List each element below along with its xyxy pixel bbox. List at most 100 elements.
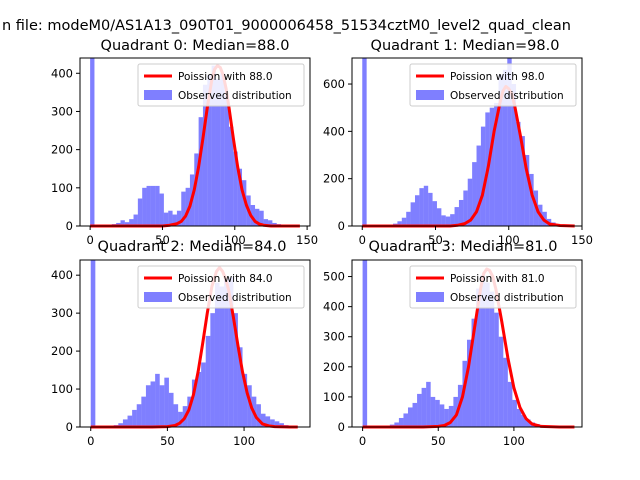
- histogram-bar: [467, 339, 472, 427]
- histogram-bar: [445, 216, 451, 226]
- histogram-bar: [516, 121, 521, 226]
- histogram-bar: [463, 190, 468, 226]
- y-tick-label: 100: [51, 382, 73, 396]
- histogram-bar: [196, 371, 202, 427]
- histogram-bar: [172, 214, 177, 226]
- y-tick-label: 200: [51, 143, 73, 157]
- quadrant-1-title: Quadrant 1: Median=98.0: [371, 38, 560, 54]
- legend-bar-swatch: [416, 90, 444, 100]
- legend-label-poisson: Poission with 88.0: [178, 71, 273, 83]
- x-tick-label: 50: [428, 233, 443, 247]
- histogram-bar: [362, 260, 368, 427]
- histogram-bar: [237, 168, 243, 226]
- histogram-bar: [150, 381, 156, 427]
- histogram-bar: [423, 185, 429, 226]
- histogram-bar: [428, 192, 433, 226]
- histogram-bar: [194, 153, 199, 226]
- histogram-bar: [202, 84, 208, 227]
- histogram-bar: [512, 399, 517, 427]
- x-tick-label: 150: [296, 233, 318, 247]
- axes-frame: [351, 57, 583, 227]
- legend-label-observed: Observed distribution: [450, 292, 564, 304]
- histogram-bar: [127, 415, 133, 427]
- histogram-bar: [444, 408, 449, 427]
- legend-label-observed: Observed distribution: [178, 292, 292, 304]
- histogram-bar: [498, 336, 504, 427]
- histogram-bar: [494, 312, 499, 427]
- axes-frame: [351, 259, 583, 428]
- histogram-bar: [176, 210, 182, 226]
- histogram-bar: [163, 212, 169, 226]
- legend-box: [137, 265, 305, 309]
- axes-frame: [79, 259, 311, 428]
- histogram-bar: [462, 360, 467, 427]
- histogram-bar: [242, 373, 248, 427]
- histogram-bar: [436, 208, 442, 226]
- histogram-bar: [498, 74, 503, 226]
- y-tick-label: 200: [323, 172, 345, 186]
- histogram-bar: [260, 413, 266, 427]
- histogram-bar: [181, 191, 186, 226]
- histogram-bar: [201, 362, 206, 427]
- y-tick-label: 300: [323, 330, 345, 344]
- histogram-bar: [417, 393, 422, 427]
- legend: Poission with 98.0 Observed distribution: [409, 63, 577, 107]
- y-tick-label: 0: [338, 420, 345, 434]
- y-tick-label: 400: [323, 300, 345, 314]
- legend-bar-swatch: [144, 90, 172, 100]
- legend: Poission with 88.0 Observed distribution: [137, 63, 305, 107]
- histogram-bar: [178, 411, 183, 427]
- x-tick-label: 50: [431, 434, 446, 448]
- quadrant-2-title: Quadrant 2: Median=84.0: [98, 239, 287, 255]
- histogram-bar: [133, 214, 138, 226]
- histogram-bar: [205, 335, 211, 427]
- x-tick-label: 150: [571, 233, 593, 247]
- histogram-bar: [272, 222, 277, 226]
- y-tick-label: 200: [323, 360, 345, 374]
- histogram-bar: [136, 404, 142, 427]
- histogram-bar: [263, 219, 269, 226]
- histogram-bar: [159, 385, 165, 427]
- histogram-bar: [187, 396, 192, 427]
- histogram-bar: [215, 79, 221, 226]
- histogram-bar: [137, 198, 143, 226]
- histogram-bar: [118, 423, 123, 427]
- quadrant-1-panel: Quadrant 1: Median=98.0 0 50 100 150 0 200 400…: [323, 38, 593, 247]
- y-tick-label: 400: [323, 124, 345, 138]
- legend: Poission with 84.0 Observed distribution: [137, 265, 305, 309]
- histogram-bar: [255, 208, 260, 226]
- histogram-bar: [529, 173, 534, 226]
- histogram-bar: [507, 381, 513, 427]
- histogram-bar: [233, 151, 238, 226]
- histogram-bar: [141, 396, 146, 427]
- histogram-bar: [122, 419, 128, 427]
- histogram-bar: [362, 58, 367, 226]
- y-tick-label: 100: [323, 390, 345, 404]
- histogram-bar: [207, 75, 212, 226]
- histogram-bar: [142, 187, 147, 226]
- histogram-bar: [228, 277, 234, 427]
- quadrant-0-panel: Quadrant 0: Median=88.0 0 50 100 150 0 100 200…: [51, 38, 318, 247]
- histogram-bar: [211, 65, 216, 227]
- histogram-bar: [430, 396, 436, 427]
- x-tick-label: 100: [233, 434, 255, 448]
- histogram-bar: [173, 404, 179, 427]
- histogram-bar: [191, 379, 197, 427]
- histogram-bar: [467, 178, 473, 226]
- legend-label-poisson: Poission with 84.0: [178, 273, 273, 285]
- histogram-bar: [524, 155, 530, 226]
- legend-bar-swatch: [416, 292, 444, 302]
- histogram-bar: [489, 291, 495, 427]
- histogram-bar: [472, 162, 477, 226]
- y-tick-label: 200: [51, 344, 73, 358]
- histogram-bar: [155, 373, 160, 427]
- histogram-bar: [168, 210, 173, 226]
- quadrant-0-title: Quadrant 0: Median=88.0: [101, 38, 290, 54]
- histogram-bar: [407, 407, 413, 427]
- quadrant-2-panel: Quadrant 2: Median=84.0 0 50 100 0 100 200 300…: [51, 239, 311, 448]
- histogram-bar: [494, 102, 499, 226]
- histogram-bar: [185, 187, 190, 226]
- histogram-bar: [90, 260, 96, 427]
- histogram-bar: [414, 195, 420, 226]
- histogram-bar: [124, 222, 130, 226]
